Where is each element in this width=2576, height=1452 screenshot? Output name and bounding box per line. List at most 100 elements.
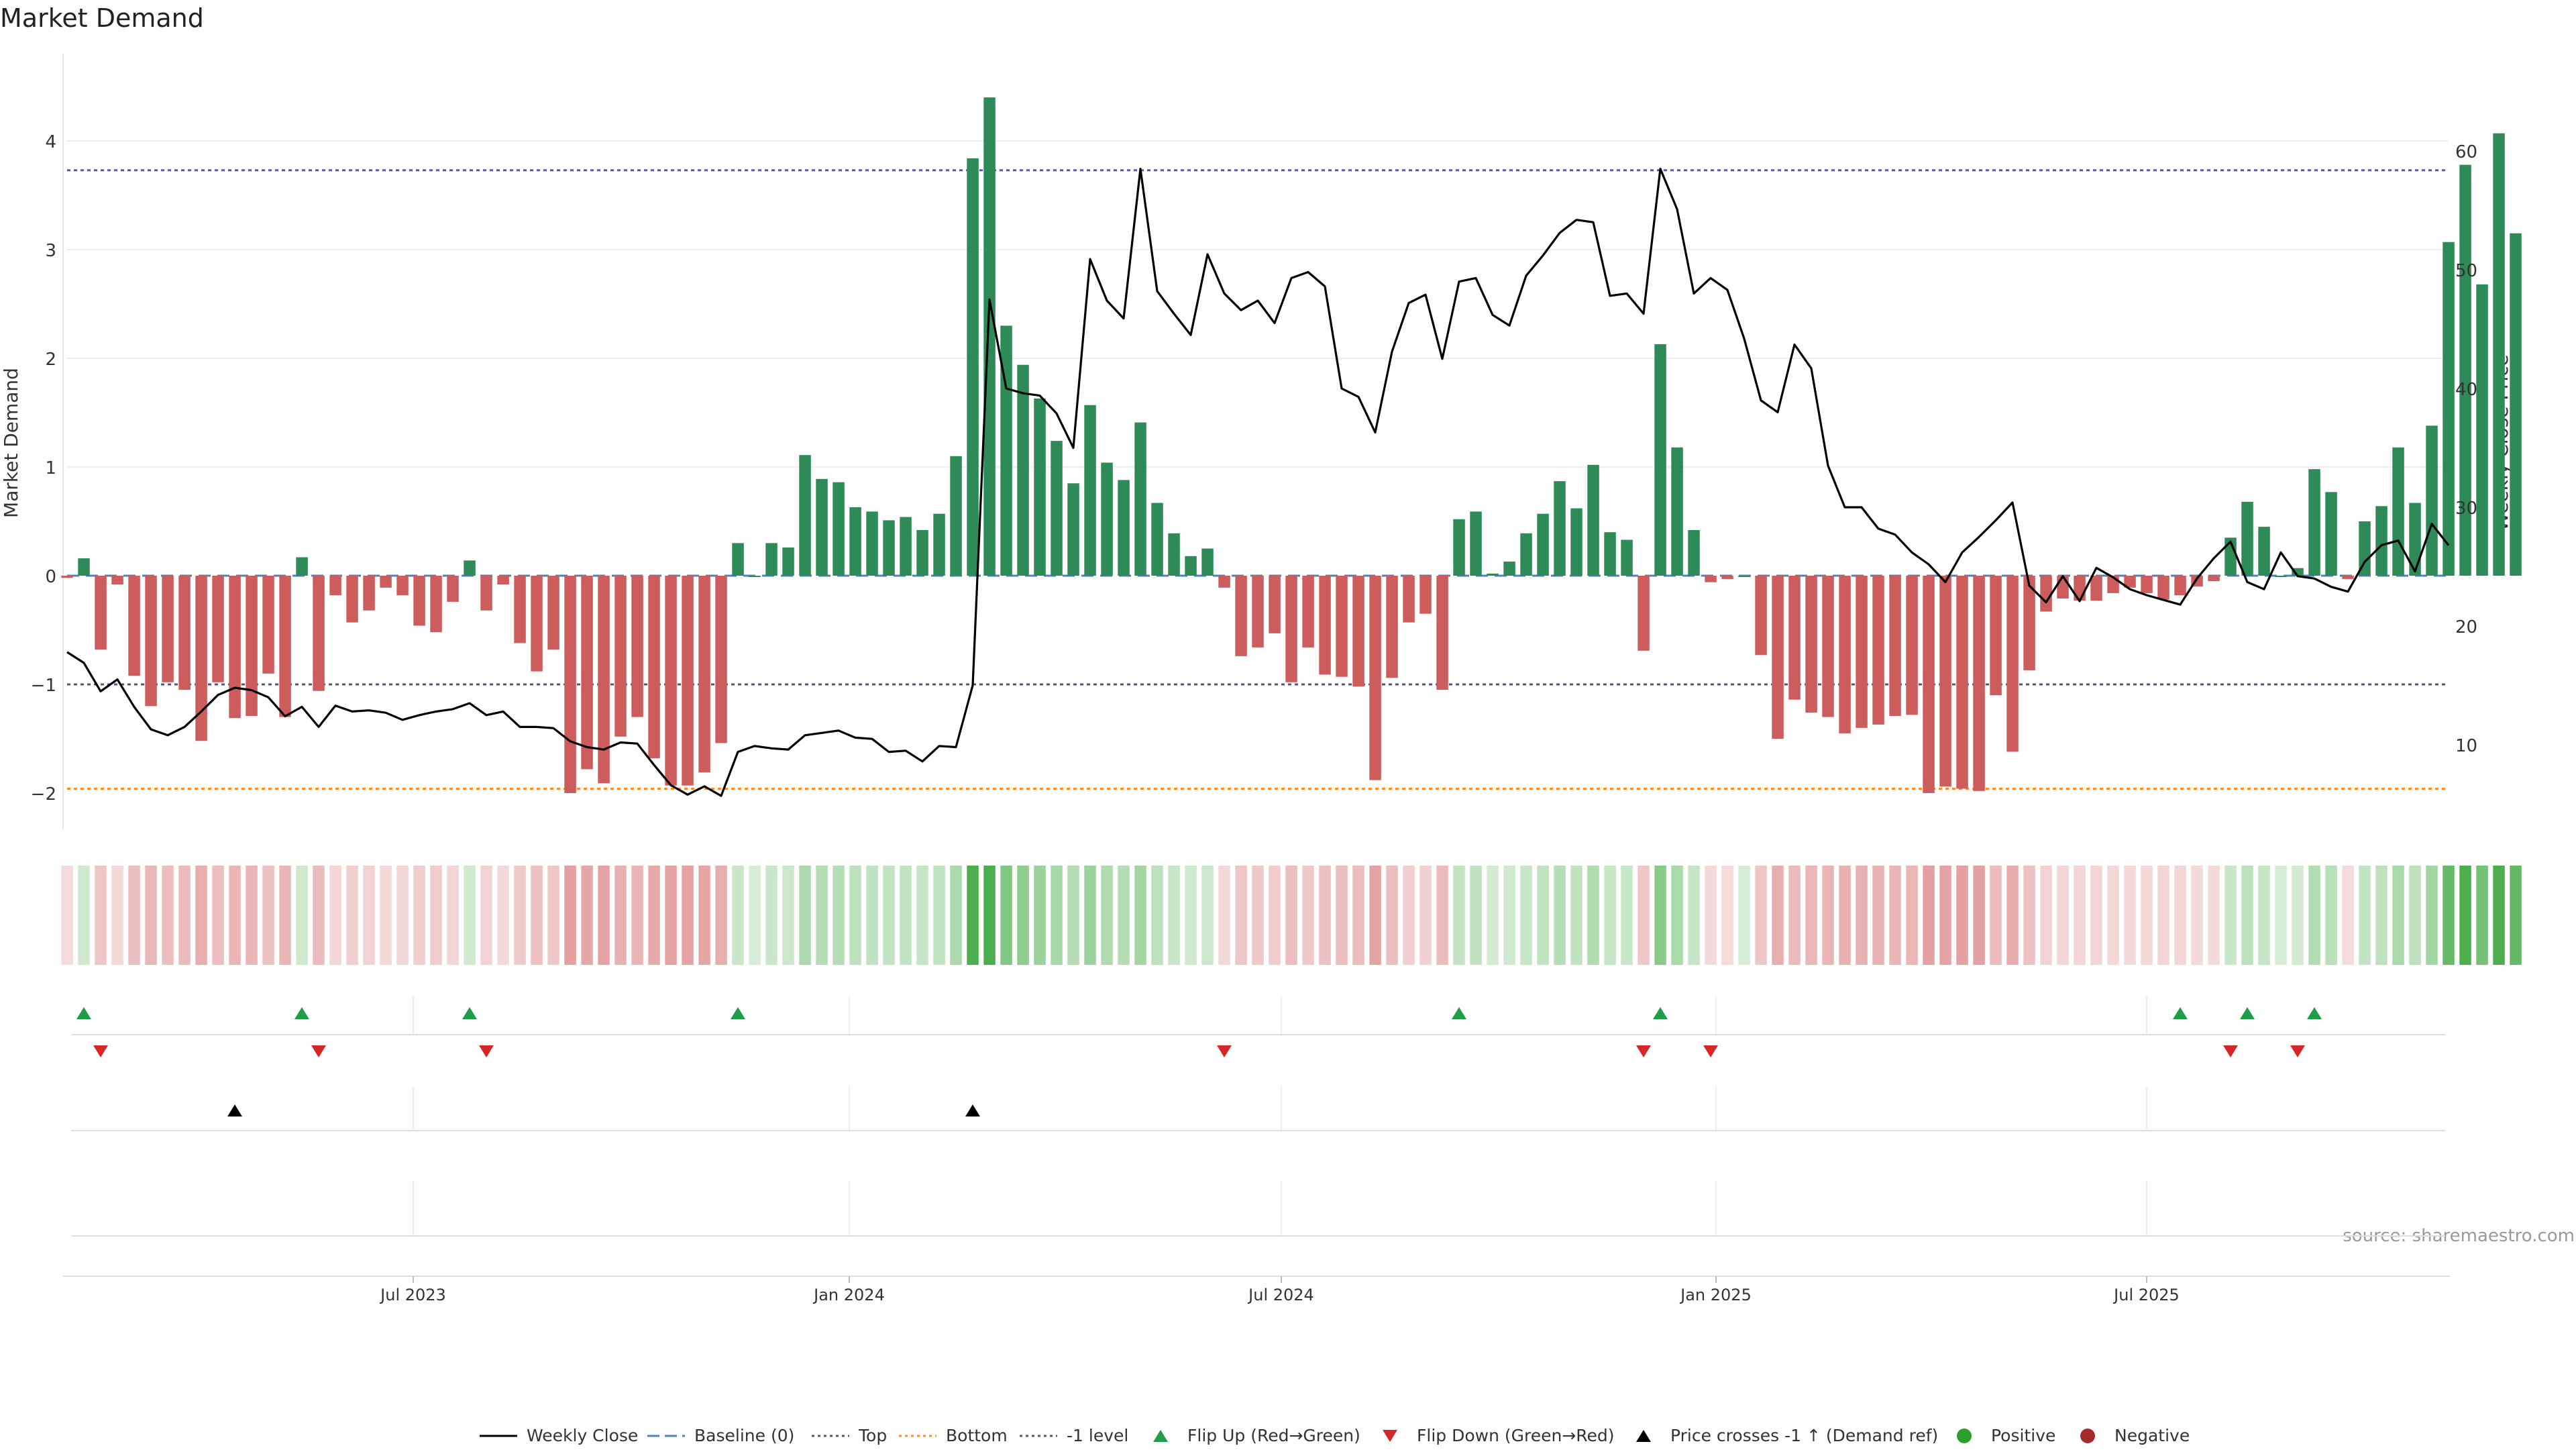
legend-label: -1 level [1067,1426,1128,1445]
heat-strip-cell [916,866,928,965]
heat-strip-cell [1554,866,1566,965]
heat-strip-cell [665,866,677,965]
heat-strip-cell [1285,866,1297,965]
heat-strip-cell [1302,866,1314,965]
demand-bar-negative [2157,576,2169,600]
heat-strip-cell [749,866,761,965]
demand-bar-positive [2476,284,2488,576]
demand-bar-negative [1352,576,1364,687]
demand-bar-negative [195,576,207,741]
flip-up-marker [2240,1007,2255,1019]
heat-strip-cell [1403,866,1415,965]
demand-bar-negative [329,576,341,596]
demand-bar-negative [564,576,576,793]
heat-strip-cell [1570,866,1582,965]
demand-bar-negative [547,576,559,650]
heat-strip-cell [2124,866,2136,965]
heat-strip-cell [1822,866,1834,965]
demand-bar-positive [950,456,962,576]
demand-bar-positive [2459,164,2471,576]
heat-strip-cell [1218,866,1230,965]
heat-strip-cell [1201,866,1214,965]
heat-strip-cell [2174,866,2186,965]
demand-bar-negative [111,576,123,584]
demand-bar-positive [1671,447,1683,576]
heat-strip-cell [950,866,962,965]
heat-strip-cell [1101,866,1113,965]
heat-strip-cell [531,866,543,965]
heat-strip-cell [2292,866,2304,965]
flip-down-marker [1703,1045,1718,1057]
heat-strip-cell [1453,866,1465,965]
legend-label: Positive [1991,1426,2055,1445]
demand-bar-negative [447,576,459,602]
heat-strip-cell [967,866,979,965]
demand-bar-positive [1520,533,1532,576]
y-right-tick-label: 40 [2455,380,2477,400]
demand-bar-positive [933,513,945,576]
demand-bar-positive [2325,492,2337,576]
heat-strip-cell [2392,866,2404,965]
demand-bar-negative [2141,576,2153,593]
flip-up-marker [2173,1007,2188,1019]
demand-bar-positive [765,543,777,576]
demand-bar-positive [2375,506,2387,576]
demand-bar-positive [1537,513,1549,576]
x-axis: Jul 2023 Jan 2024 Jul 2024 Jan 2025 Jul 2025 [63,1276,2450,1304]
heat-strip-cell [1134,866,1146,965]
demand-bar-positive [2308,469,2320,576]
heat-strip-cell [1889,866,1901,965]
flip-down-marker [1217,1045,1232,1057]
heat-strip-cell [2459,866,2471,965]
heat-strip-cell [1487,866,1499,965]
weekly-close-series [66,168,2450,797]
demand-bar-positive [866,511,878,576]
demand-bar-negative [1889,576,1901,716]
heat-strip-cell [2493,866,2505,965]
demand-bar-positive [1503,561,1515,576]
heat-strip-cell [2191,866,2203,965]
demand-bar-negative [2174,576,2186,596]
heat-strip-cell [2057,866,2069,965]
heat-strip-cell [212,866,224,965]
demand-bar-positive [816,478,828,576]
legend-triangle-down-swatch [1383,1430,1397,1442]
demand-bar-positive [2241,501,2253,576]
demand-bar-negative [229,576,241,719]
demand-bar-positive [2426,425,2438,576]
demand-bar-negative [2006,576,2019,752]
price-cross-marker [227,1104,242,1117]
demand-bar-positive [1470,511,1482,576]
heat-strip-cell [2325,866,2337,965]
flip-down-marker [2223,1045,2238,1057]
demand-bar-negative [1906,576,1918,715]
y-axis-left-ticks: 4 3 2 1 0 −1 −2 [31,132,56,805]
demand-bar-negative [1269,576,1281,633]
heat-strip-cell [178,866,191,965]
heat-strip-cell [2241,866,2253,965]
heat-strip-cell [1688,866,1700,965]
demand-bar-negative [1939,576,1951,787]
heat-strip-cell [1772,866,1784,965]
legend-triangle-up-swatch [1636,1430,1651,1442]
demand-bar-negative [1772,576,1784,739]
demand-bar-negative [698,576,710,773]
demand-bar-positive [2443,242,2455,576]
demand-bar-positive [883,520,895,576]
legend-label: Flip Up (Red→Green) [1187,1426,1360,1445]
flip-up-marker [731,1007,745,1019]
legend-label: Price crosses -1 ↑ (Demand ref) [1670,1426,1938,1445]
demand-bar-positive [799,455,811,576]
demand-bar-positive [1587,464,1599,576]
demand-bar-negative [1856,576,1868,728]
heat-strip-cell [2141,866,2153,965]
demand-bar-negative [246,576,258,716]
y-left-tick-label: 1 [45,458,56,478]
legend-label: Baseline (0) [694,1426,794,1445]
heat-strip-cell [2157,866,2169,965]
heat-strip-cell [1034,866,1046,965]
gridlines [62,54,2449,1237]
heat-strip-cell [464,866,476,965]
flip-down-marker [479,1045,494,1057]
